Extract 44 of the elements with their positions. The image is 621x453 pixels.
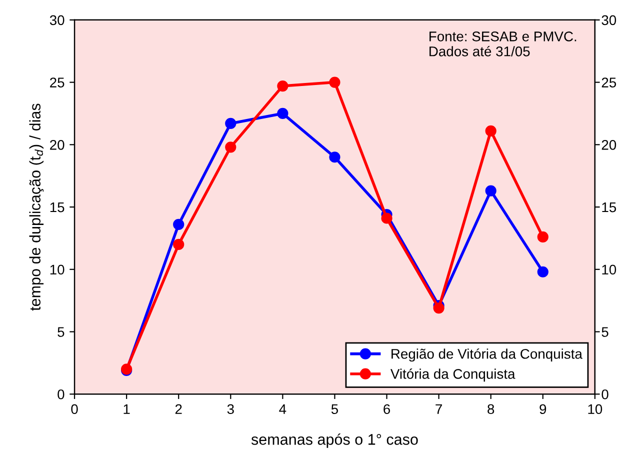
point	[485, 185, 496, 196]
x-tick-label: 0	[71, 404, 78, 414]
y-tick-label: 15	[50, 202, 64, 212]
y-axis-title: tempo de duplicação (t$_{d}$) / dias	[29, 104, 44, 311]
point	[537, 266, 548, 278]
x-tick-label: 6	[384, 404, 390, 414]
point	[225, 118, 236, 130]
x-tick-label: 10	[588, 404, 602, 414]
point	[537, 231, 548, 243]
y2-tick-label: 0	[602, 389, 608, 400]
x-tick-label: 7	[436, 404, 442, 414]
legend-label: Região de Vitória da Conquista	[392, 348, 582, 362]
point	[381, 212, 392, 224]
point	[173, 238, 184, 250]
y2-tick-label: 15	[602, 202, 616, 212]
y2-tick-label: 10	[602, 264, 616, 275]
point	[433, 302, 444, 314]
point	[277, 108, 288, 120]
x-tick-label: 4	[279, 404, 286, 414]
x-tick-label: 8	[488, 404, 494, 414]
y-tick-label: 30	[50, 15, 64, 26]
point	[277, 80, 288, 92]
y-tick-label: 5	[58, 327, 64, 337]
y-tick-label: 0	[58, 389, 64, 400]
legend-label: Vitória da Conquista	[390, 368, 516, 382]
y-tick-label: 25	[50, 78, 64, 88]
y2-tick-label: 5	[602, 327, 608, 337]
point	[225, 142, 236, 153]
annotation: Fonte: SESAB e PMVC. Dados até 31/05	[430, 32, 576, 56]
point	[485, 125, 496, 136]
x-tick-label: 3	[227, 404, 234, 414]
x-axis-title: semanas após o 1° caso	[251, 433, 418, 448]
x-tick-label: 5	[331, 404, 338, 414]
x-tick-label: 1	[124, 404, 130, 414]
point	[329, 76, 340, 88]
x-tick-label: 9	[540, 404, 546, 414]
y2-tick-label: 30	[602, 15, 616, 26]
y2-tick-label: 20	[602, 140, 616, 150]
point	[173, 218, 184, 230]
y-tick-label: 10	[50, 264, 64, 275]
y2-tick-label: 25	[602, 78, 616, 88]
y-tick-label: 20	[50, 140, 64, 150]
x-tick-label: 2	[175, 404, 182, 414]
point	[329, 152, 340, 163]
